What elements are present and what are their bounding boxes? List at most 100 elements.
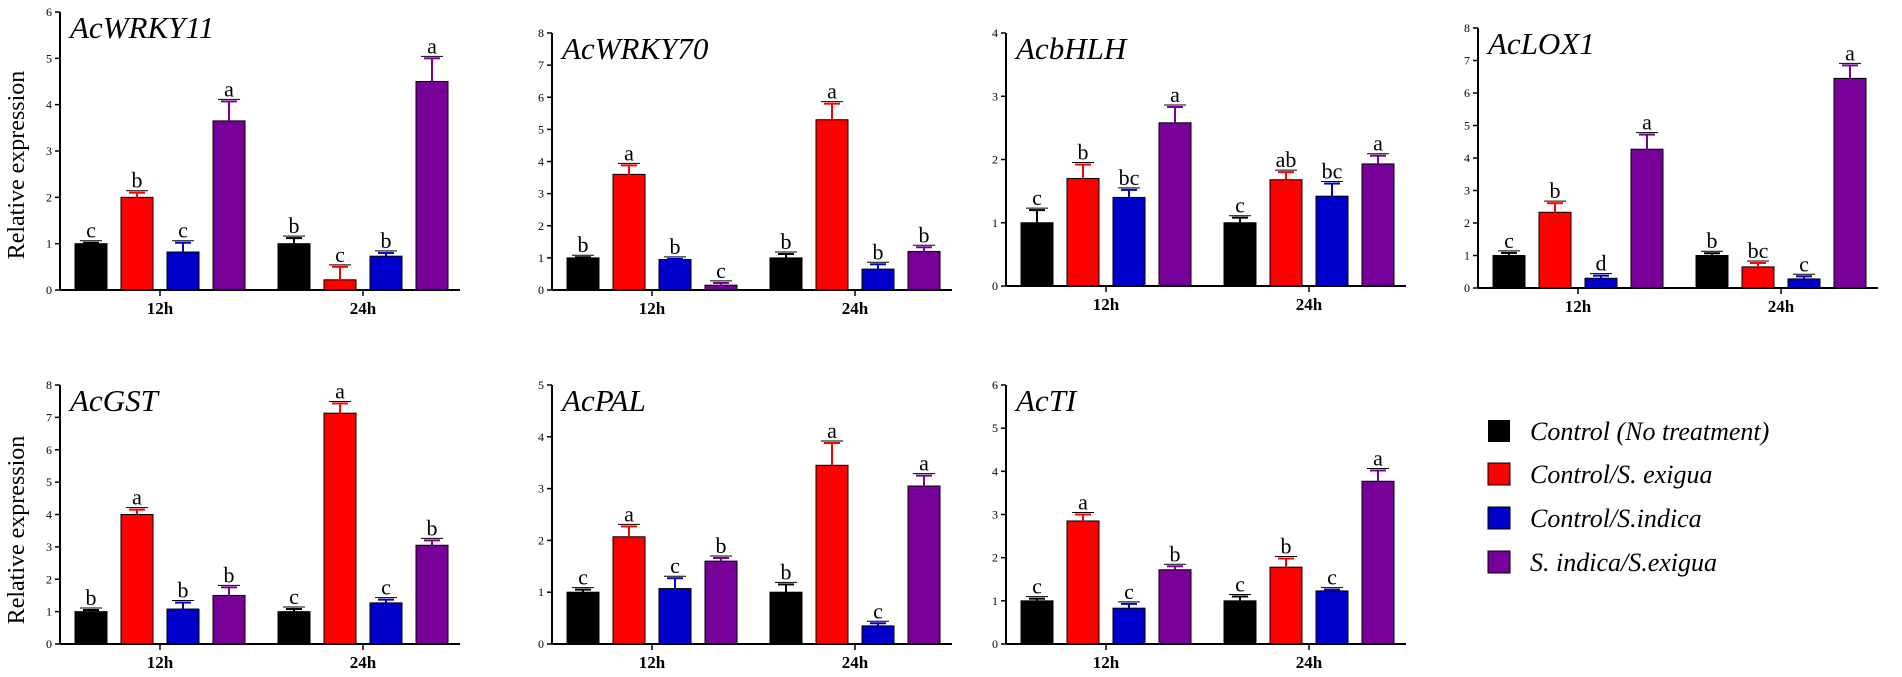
- significance-letter: a: [624, 501, 634, 526]
- significance-letter: ab: [1276, 147, 1297, 172]
- bar: [323, 279, 357, 291]
- chart-panel-AcWRKY11: 0 1 2 3 4 5 6 AcWRKY11 12h c b c a 24h b c b a: [46, 5, 460, 318]
- bar: [1315, 590, 1349, 645]
- bar: [277, 243, 311, 291]
- significance-letter: c: [335, 242, 345, 267]
- bar: [1158, 569, 1192, 645]
- chart-title: AcGST: [68, 383, 161, 418]
- significance-letter: b: [1281, 534, 1292, 559]
- y-tick-label: 0: [46, 637, 52, 651]
- legend-swatch-2: [1487, 506, 1511, 530]
- chart-panel-AcPAL: 0 1 2 3 4 5 AcPAL 12h c a c b 24h b a c a: [538, 378, 952, 672]
- y-tick-label: 1: [992, 594, 998, 608]
- bar: [907, 250, 941, 291]
- legend-swatch-0: [1488, 420, 1510, 442]
- chart-title: AcPAL: [560, 383, 646, 418]
- y-tick-label: 2: [1464, 216, 1470, 230]
- bar: [166, 608, 200, 645]
- bar: [1020, 600, 1054, 645]
- y-tick-label: 6: [46, 443, 52, 457]
- significance-letter: c: [289, 584, 299, 609]
- y-tick-label: 5: [46, 475, 52, 489]
- x-tick-label: 24h: [350, 653, 377, 672]
- bar: [1361, 480, 1395, 645]
- significance-letter: c: [1032, 574, 1042, 599]
- chart-panel-AcWRKY70: 0 1 2 3 4 5 6 7 8 AcWRKY70 12h b a b c 24h b a b b: [538, 26, 952, 318]
- significance-letter: b: [781, 229, 792, 254]
- bar: [1112, 607, 1146, 645]
- significance-letter: c: [1124, 579, 1134, 604]
- significance-letter: b: [716, 533, 727, 558]
- x-tick-label: 12h: [147, 653, 174, 672]
- significance-letter: c: [1235, 572, 1245, 597]
- significance-letter: a: [1373, 445, 1383, 470]
- chart-panel-AcLOX1: 0 1 2 3 4 5 6 7 8 AcLOX1 12h c b d a 24h b bc c a: [1464, 21, 1878, 316]
- significance-letter: bc: [1322, 159, 1343, 184]
- bar: [1066, 520, 1100, 645]
- y-tick-label: 7: [1464, 54, 1470, 68]
- significance-letter: c: [1032, 185, 1042, 210]
- significance-letter: d: [1596, 251, 1607, 276]
- significance-letter: a: [132, 485, 142, 510]
- bar: [658, 588, 692, 645]
- bar: [769, 591, 803, 645]
- legend-swatch-1: [1487, 462, 1511, 486]
- significance-letter: a: [1845, 40, 1855, 65]
- significance-letter: bc: [1748, 238, 1769, 263]
- y-tick-label: 3: [992, 508, 998, 522]
- significance-letter: c: [1504, 228, 1514, 253]
- bar: [1223, 222, 1257, 287]
- significance-letter: c: [1235, 193, 1245, 218]
- y-tick-label: 8: [538, 26, 544, 40]
- bar: [212, 594, 246, 645]
- x-tick-label: 24h: [842, 299, 869, 318]
- significance-letter: b: [1707, 228, 1718, 253]
- significance-letter: b: [873, 239, 884, 264]
- bar: [323, 412, 357, 645]
- y-tick-label: 1: [992, 216, 998, 230]
- bar: [415, 81, 449, 291]
- y-tick-label: 4: [46, 508, 52, 522]
- y-tick-label: 8: [46, 378, 52, 392]
- bar: [1269, 179, 1303, 287]
- y-tick-label: 6: [1464, 86, 1470, 100]
- y-tick-label: 2: [992, 153, 998, 167]
- significance-letter: b: [224, 562, 235, 587]
- chart-title: AcbHLH: [1014, 31, 1128, 66]
- bar: [861, 268, 895, 291]
- significance-letter: b: [289, 213, 300, 238]
- significance-letter: b: [427, 515, 438, 540]
- significance-letter: c: [86, 218, 96, 243]
- significance-letter: a: [335, 378, 345, 403]
- significance-letter: a: [1642, 110, 1652, 135]
- y-tick-label: 0: [992, 637, 998, 651]
- x-tick-label: 12h: [639, 299, 666, 318]
- bar: [612, 173, 646, 291]
- bar: [120, 196, 154, 291]
- bar: [1833, 77, 1867, 289]
- bar: [1269, 566, 1303, 645]
- legend-label-3: S. indica/S.exigua: [1530, 548, 1717, 577]
- chart-panel-AcGST: 0 1 2 3 4 5 6 7 8 AcGST 12h b a b b 24h c a c b: [46, 378, 460, 672]
- bar: [1695, 255, 1729, 289]
- y-tick-label: 3: [1464, 184, 1470, 198]
- significance-letter: c: [716, 258, 726, 283]
- bar: [1361, 163, 1395, 287]
- y-tick-label: 4: [1464, 151, 1470, 165]
- significance-letter: c: [578, 565, 588, 590]
- y-tick-label: 2: [538, 219, 544, 233]
- y-tick-label: 7: [46, 410, 52, 424]
- y-tick-label: 3: [992, 89, 998, 103]
- x-tick-label: 24h: [350, 299, 377, 318]
- significance-letter: b: [1550, 178, 1561, 203]
- x-tick-label: 24h: [1296, 295, 1323, 314]
- y-tick-label: 0: [1464, 281, 1470, 295]
- y-tick-label: 8: [1464, 21, 1470, 35]
- y-tick-label: 0: [992, 279, 998, 293]
- y-tick-label: 6: [46, 5, 52, 19]
- bar: [74, 611, 108, 645]
- significance-letter: b: [1170, 541, 1181, 566]
- bar: [1158, 122, 1192, 287]
- significance-letter: a: [827, 79, 837, 104]
